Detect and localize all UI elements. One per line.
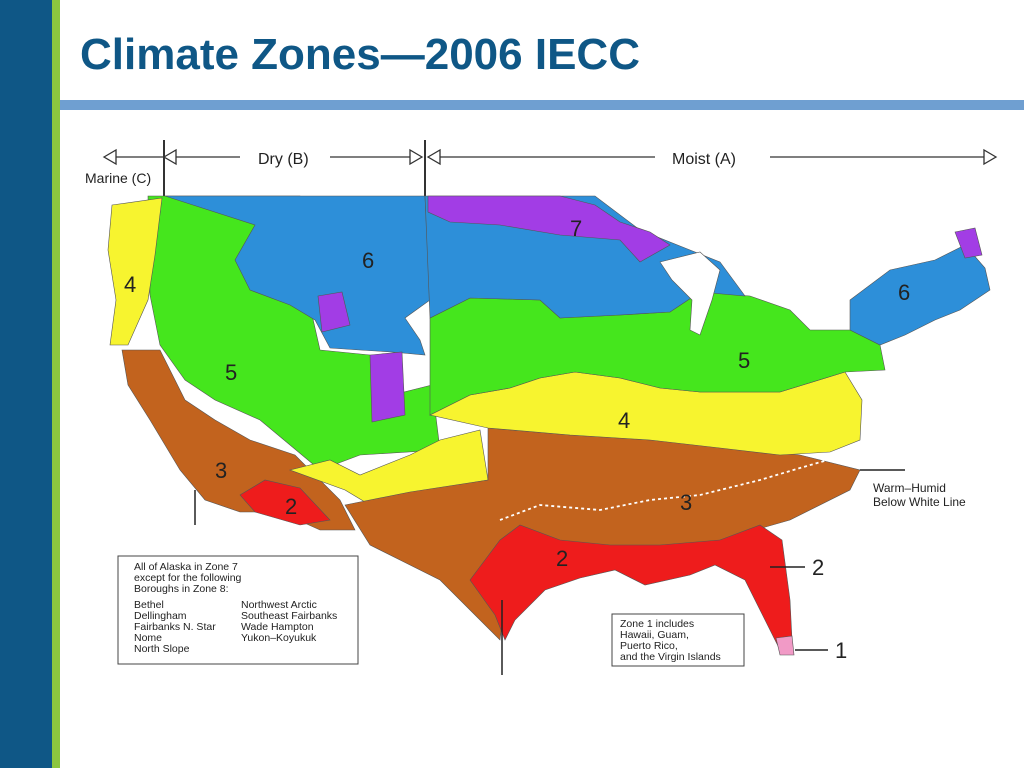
zone-2-west: [239, 479, 331, 526]
zone1-note-box: Zone 1 includes Hawaii, Guam, Puerto Ric…: [611, 613, 745, 667]
zone-label: 6: [362, 248, 374, 273]
alaska-borough: Southeast Fairbanks: [241, 610, 337, 622]
zone-label: 7: [570, 216, 582, 241]
zone-6-newengland: [849, 244, 991, 346]
alaska-heading-2: except for the following: [134, 572, 242, 584]
title-rule: [60, 100, 1024, 110]
zone-4-southwest: [288, 429, 489, 506]
zone-label: 2: [812, 555, 824, 580]
sidebar-green-accent: [52, 0, 60, 768]
alaska-heading-3: Boroughs in Zone 8:: [134, 583, 229, 595]
zone-4-marine: [107, 197, 163, 346]
slide-title: Climate Zones—2006 IECC: [80, 30, 640, 79]
alaska-borough: Nome: [134, 632, 162, 644]
zone1-note-line: Zone 1 includes: [620, 618, 694, 630]
zone-7-colorado: [369, 351, 406, 423]
alaska-borough: Fairbanks N. Star: [134, 621, 216, 633]
warm-humid-note-line2: Below White Line: [873, 495, 966, 509]
label-marine: Marine (C): [85, 170, 151, 186]
zone-label: 2: [285, 494, 297, 519]
zone1-note-line: Hawaii, Guam,: [620, 629, 689, 641]
alaska-borough: Yukon–Koyukuk: [241, 632, 317, 644]
sidebar-blue: [0, 0, 52, 768]
alaska-borough: Bethel: [134, 599, 164, 611]
warm-humid-line: [499, 454, 846, 521]
zone1-note-line: Puerto Rico,: [620, 640, 678, 652]
label-dry: Dry (B): [258, 151, 309, 168]
zone-7-wyoming: [317, 291, 351, 333]
climate-zone-map: Marine (C) Dry (B) Moist (A): [85, 140, 998, 675]
moisture-regime-header: [102, 140, 998, 205]
callout-lines: [194, 469, 905, 675]
zone-label: 5: [225, 360, 237, 385]
zone-label: 3: [215, 458, 227, 483]
zone-label: 3: [680, 490, 692, 515]
alaska-borough: Northwest Arctic: [241, 599, 317, 611]
great-lakes: [659, 251, 721, 336]
zone-3-west: [121, 349, 356, 531]
zone-label: 1: [835, 638, 847, 663]
zone-2-gulf: [469, 524, 793, 651]
warm-humid-note-line1: Warm–Humid: [873, 481, 946, 495]
zone-label: 4: [124, 272, 136, 297]
zone-7-north: [427, 195, 671, 263]
alaska-borough: Dellingham: [134, 610, 187, 622]
alaska-note-box: All of Alaska in Zone 7 except for the f…: [117, 555, 359, 665]
zone-5-west: [147, 195, 441, 471]
zone-label: 4: [618, 408, 630, 433]
alaska-heading-1: All of Alaska in Zone 7: [134, 561, 238, 573]
zone-label: 2: [556, 546, 568, 571]
zone-6-west: [164, 195, 431, 356]
zone1-note-line: and the Virgin Islands: [620, 651, 721, 663]
alaska-borough: North Slope: [134, 643, 190, 655]
alaska-borough: Wade Hampton: [241, 621, 314, 633]
zone-bands: [107, 195, 991, 656]
zone-7-maine: [954, 227, 983, 259]
zone-label: 6: [898, 280, 910, 305]
zone-label: 5: [738, 348, 750, 373]
zone-1-florida: [775, 635, 795, 656]
label-moist: Moist (A): [672, 151, 736, 168]
